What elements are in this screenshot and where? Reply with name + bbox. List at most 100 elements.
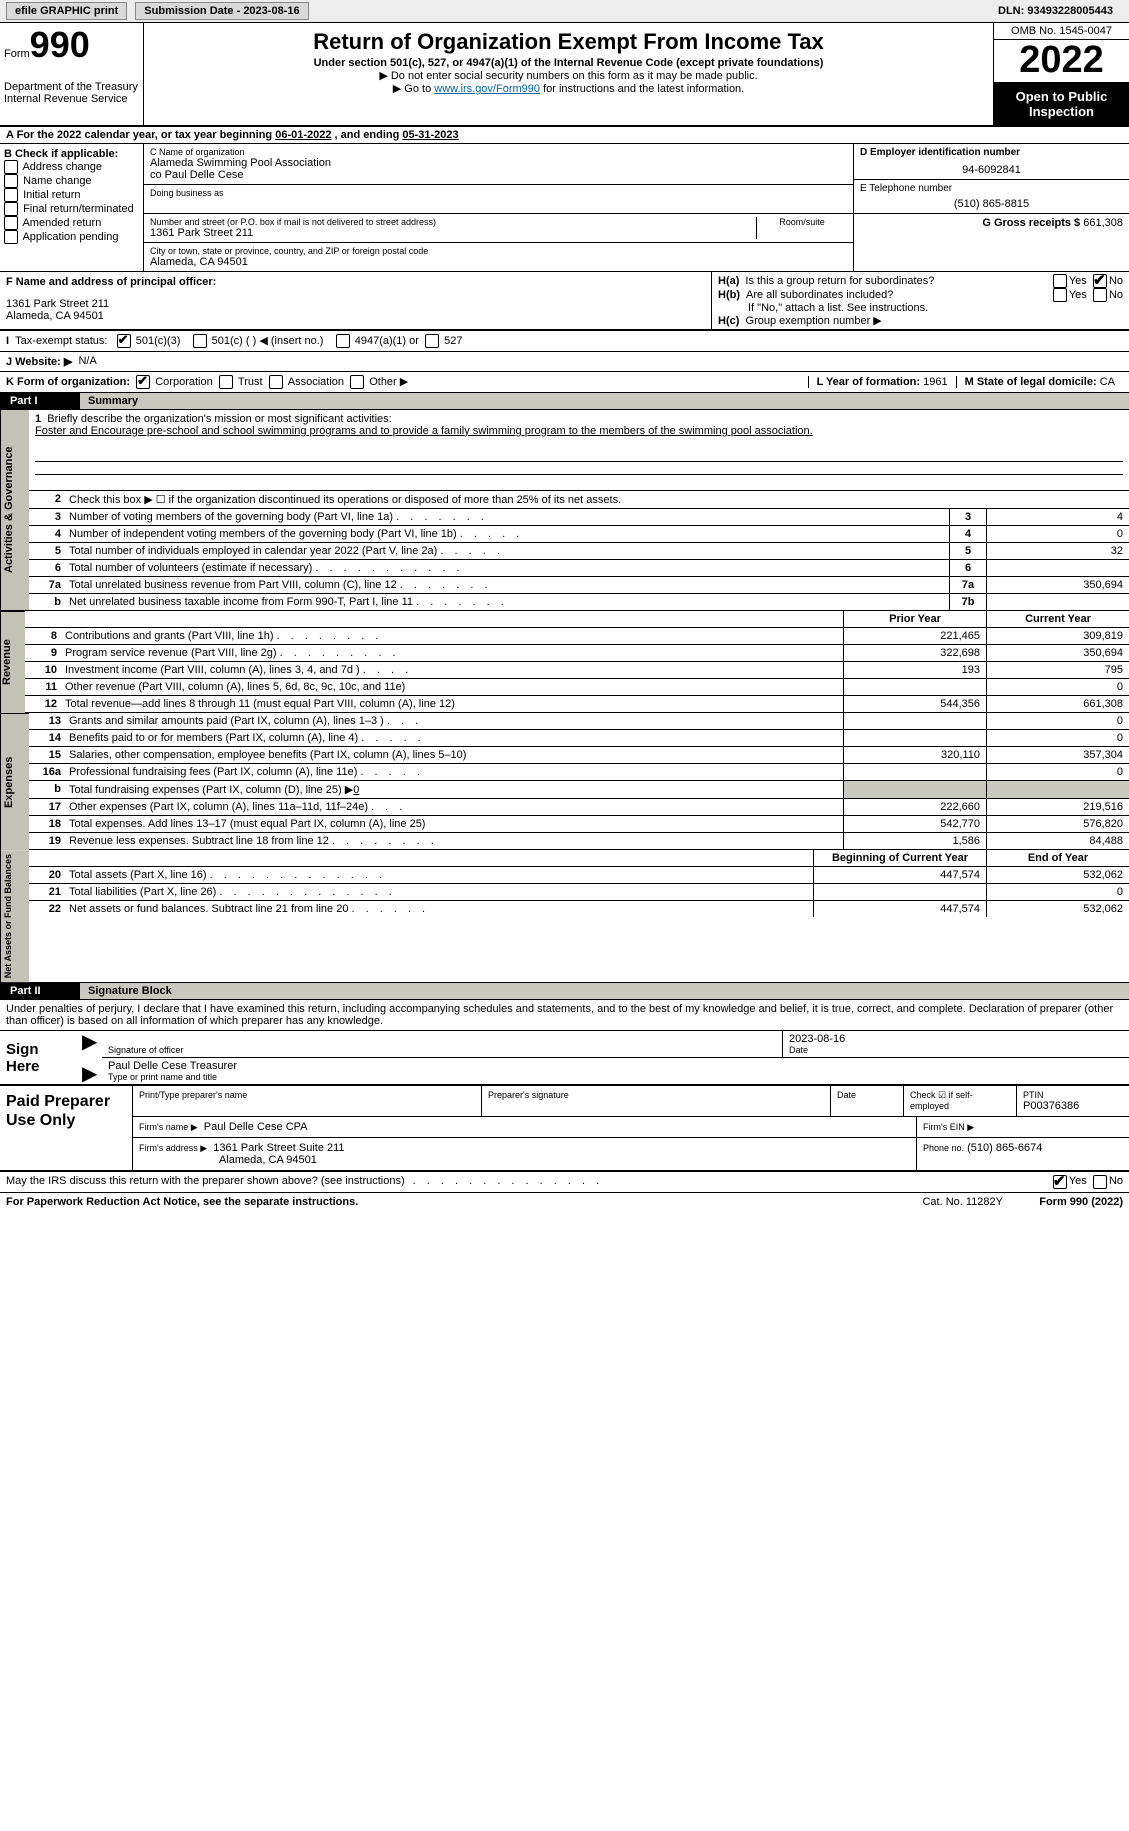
- dln-label: DLN: 93493228005443: [998, 5, 1123, 17]
- line19-curr: 84,488: [986, 833, 1129, 849]
- irs-label: Internal Revenue Service: [4, 93, 139, 105]
- state-domicile: CA: [1100, 376, 1115, 388]
- line16b-curr: [986, 781, 1129, 798]
- top-bar: efile GRAPHIC print Submission Date - 20…: [0, 0, 1129, 23]
- tab-revenue: Revenue: [0, 611, 25, 713]
- tab-activities: Activities & Governance: [0, 410, 29, 610]
- klm-row: K Form of organization: Corporation Trus…: [0, 372, 1129, 393]
- website-value: N/A: [78, 355, 96, 367]
- firm-addr1: 1361 Park Street Suite 211: [213, 1142, 344, 1154]
- sign-date: 2023-08-16: [789, 1033, 1123, 1045]
- hb-yes[interactable]: [1053, 288, 1067, 302]
- ha-label: Is this a group return for subordinates?: [739, 275, 1052, 287]
- tax-year: 2022: [994, 40, 1129, 83]
- cb-address-change[interactable]: [4, 160, 18, 174]
- box-g-label: G Gross receipts $: [982, 217, 1080, 229]
- sign-here-block: Sign Here ▶ ▶ Signature of officer 2023-…: [0, 1031, 1129, 1086]
- box-c-name-label: C Name of organization: [150, 147, 847, 157]
- col-prior-year: Prior Year: [843, 611, 986, 627]
- line15-curr: 357,304: [986, 747, 1129, 763]
- dba-label: Doing business as: [150, 188, 847, 198]
- box-f-label: F Name and address of principal officer:: [6, 276, 705, 288]
- tax-exempt-row: I Tax-exempt status: 501(c)(3) 501(c) ( …: [0, 330, 1129, 352]
- line21-prior: [813, 884, 986, 900]
- line22-curr: 532,062: [986, 901, 1129, 917]
- part2-header: Part II Signature Block: [0, 983, 1129, 1000]
- period-row: A For the 2022 calendar year, or tax yea…: [0, 127, 1129, 144]
- line11-curr: 0: [986, 679, 1129, 695]
- cat-no: Cat. No. 11282Y: [922, 1196, 1003, 1208]
- cb-amended-return[interactable]: [4, 216, 18, 230]
- hb-label: Are all subordinates included?: [740, 289, 1053, 301]
- year-formed: 1961: [923, 376, 947, 388]
- fh-grid: F Name and address of principal officer:…: [0, 272, 1129, 330]
- cb-assoc[interactable]: [269, 375, 283, 389]
- efile-print-button[interactable]: efile GRAPHIC print: [6, 2, 127, 20]
- cb-trust[interactable]: [219, 375, 233, 389]
- submission-date-button[interactable]: Submission Date - 2023-08-16: [135, 2, 308, 20]
- ptin-value: P00376386: [1023, 1100, 1123, 1112]
- cb-527[interactable]: [425, 334, 439, 348]
- cb-corp[interactable]: [136, 375, 150, 389]
- line14-curr: 0: [986, 730, 1129, 746]
- line9-prior: 322,698: [843, 645, 986, 661]
- line8-curr: 309,819: [986, 628, 1129, 644]
- city-value: Alameda, CA 94501: [150, 256, 847, 268]
- line22-prior: 447,574: [813, 901, 986, 917]
- form-number: 990: [30, 24, 90, 65]
- line20-prior: 447,574: [813, 867, 986, 883]
- line12-prior: 544,356: [843, 696, 986, 712]
- tab-expenses: Expenses: [0, 713, 29, 850]
- hb-no[interactable]: [1093, 288, 1107, 302]
- cb-other[interactable]: [350, 375, 364, 389]
- line17-curr: 219,516: [986, 799, 1129, 815]
- hb-note: If "No," attach a list. See instructions…: [718, 302, 1123, 314]
- street-value: 1361 Park Street 211: [150, 227, 756, 239]
- officer-line1: 1361 Park Street 211: [6, 298, 705, 310]
- preparer-label: Paid Preparer Use Only: [0, 1086, 132, 1170]
- line19-prior: 1,586: [843, 833, 986, 849]
- cb-name-change[interactable]: [4, 174, 18, 188]
- line14-prior: [843, 730, 986, 746]
- firm-name: Paul Delle Cese CPA: [204, 1121, 308, 1133]
- form-note-link: ▶ Go to www.irs.gov/Form990 for instruct…: [154, 82, 983, 95]
- line18-curr: 576,820: [986, 816, 1129, 832]
- hc-label: Group exemption number ▶: [746, 315, 882, 327]
- preparer-block: Paid Preparer Use Only Print/Type prepar…: [0, 1086, 1129, 1172]
- line7a-val: 350,694: [987, 577, 1129, 593]
- line12-curr: 661,308: [986, 696, 1129, 712]
- line8-prior: 221,465: [843, 628, 986, 644]
- form-title: Return of Organization Exempt From Incom…: [154, 29, 983, 55]
- ha-yes[interactable]: [1053, 274, 1067, 288]
- line11-prior: [843, 679, 986, 695]
- omb-number: OMB No. 1545-0047: [994, 23, 1129, 40]
- cb-final-return[interactable]: [4, 202, 18, 216]
- discuss-no[interactable]: [1093, 1175, 1107, 1189]
- ha-no[interactable]: [1093, 274, 1107, 288]
- footer-row: For Paperwork Reduction Act Notice, see …: [0, 1193, 1129, 1211]
- box-d-label: D Employer identification number: [860, 147, 1123, 158]
- col-end-year: End of Year: [986, 850, 1129, 866]
- cb-501c3[interactable]: [117, 334, 131, 348]
- irs-link[interactable]: www.irs.gov/Form990: [434, 83, 540, 95]
- phone-value: (510) 865-8815: [860, 194, 1123, 210]
- form-subtitle: Under section 501(c), 527, or 4947(a)(1)…: [154, 57, 983, 69]
- cb-initial-return[interactable]: [4, 188, 18, 202]
- gross-receipts: 661,308: [1083, 217, 1123, 229]
- box-e-label: E Telephone number: [860, 183, 1123, 194]
- cb-501c[interactable]: [193, 334, 207, 348]
- cb-app-pending[interactable]: [4, 230, 18, 244]
- city-label: City or town, state or province, country…: [150, 246, 847, 256]
- dept-label: Department of the Treasury: [4, 81, 139, 93]
- cb-4947[interactable]: [336, 334, 350, 348]
- org-name-2: co Paul Delle Cese: [150, 169, 847, 181]
- discuss-yes[interactable]: [1053, 1175, 1067, 1189]
- line15-prior: 320,110: [843, 747, 986, 763]
- info-grid: B Check if applicable: Address change Na…: [0, 144, 1129, 272]
- line16b-prior: [843, 781, 986, 798]
- street-label: Number and street (or P.O. box if mail i…: [150, 217, 756, 227]
- form-label: Form: [4, 48, 30, 60]
- line6-val: [987, 560, 1129, 576]
- line16a-prior: [843, 764, 986, 780]
- line7b-val: [987, 594, 1129, 610]
